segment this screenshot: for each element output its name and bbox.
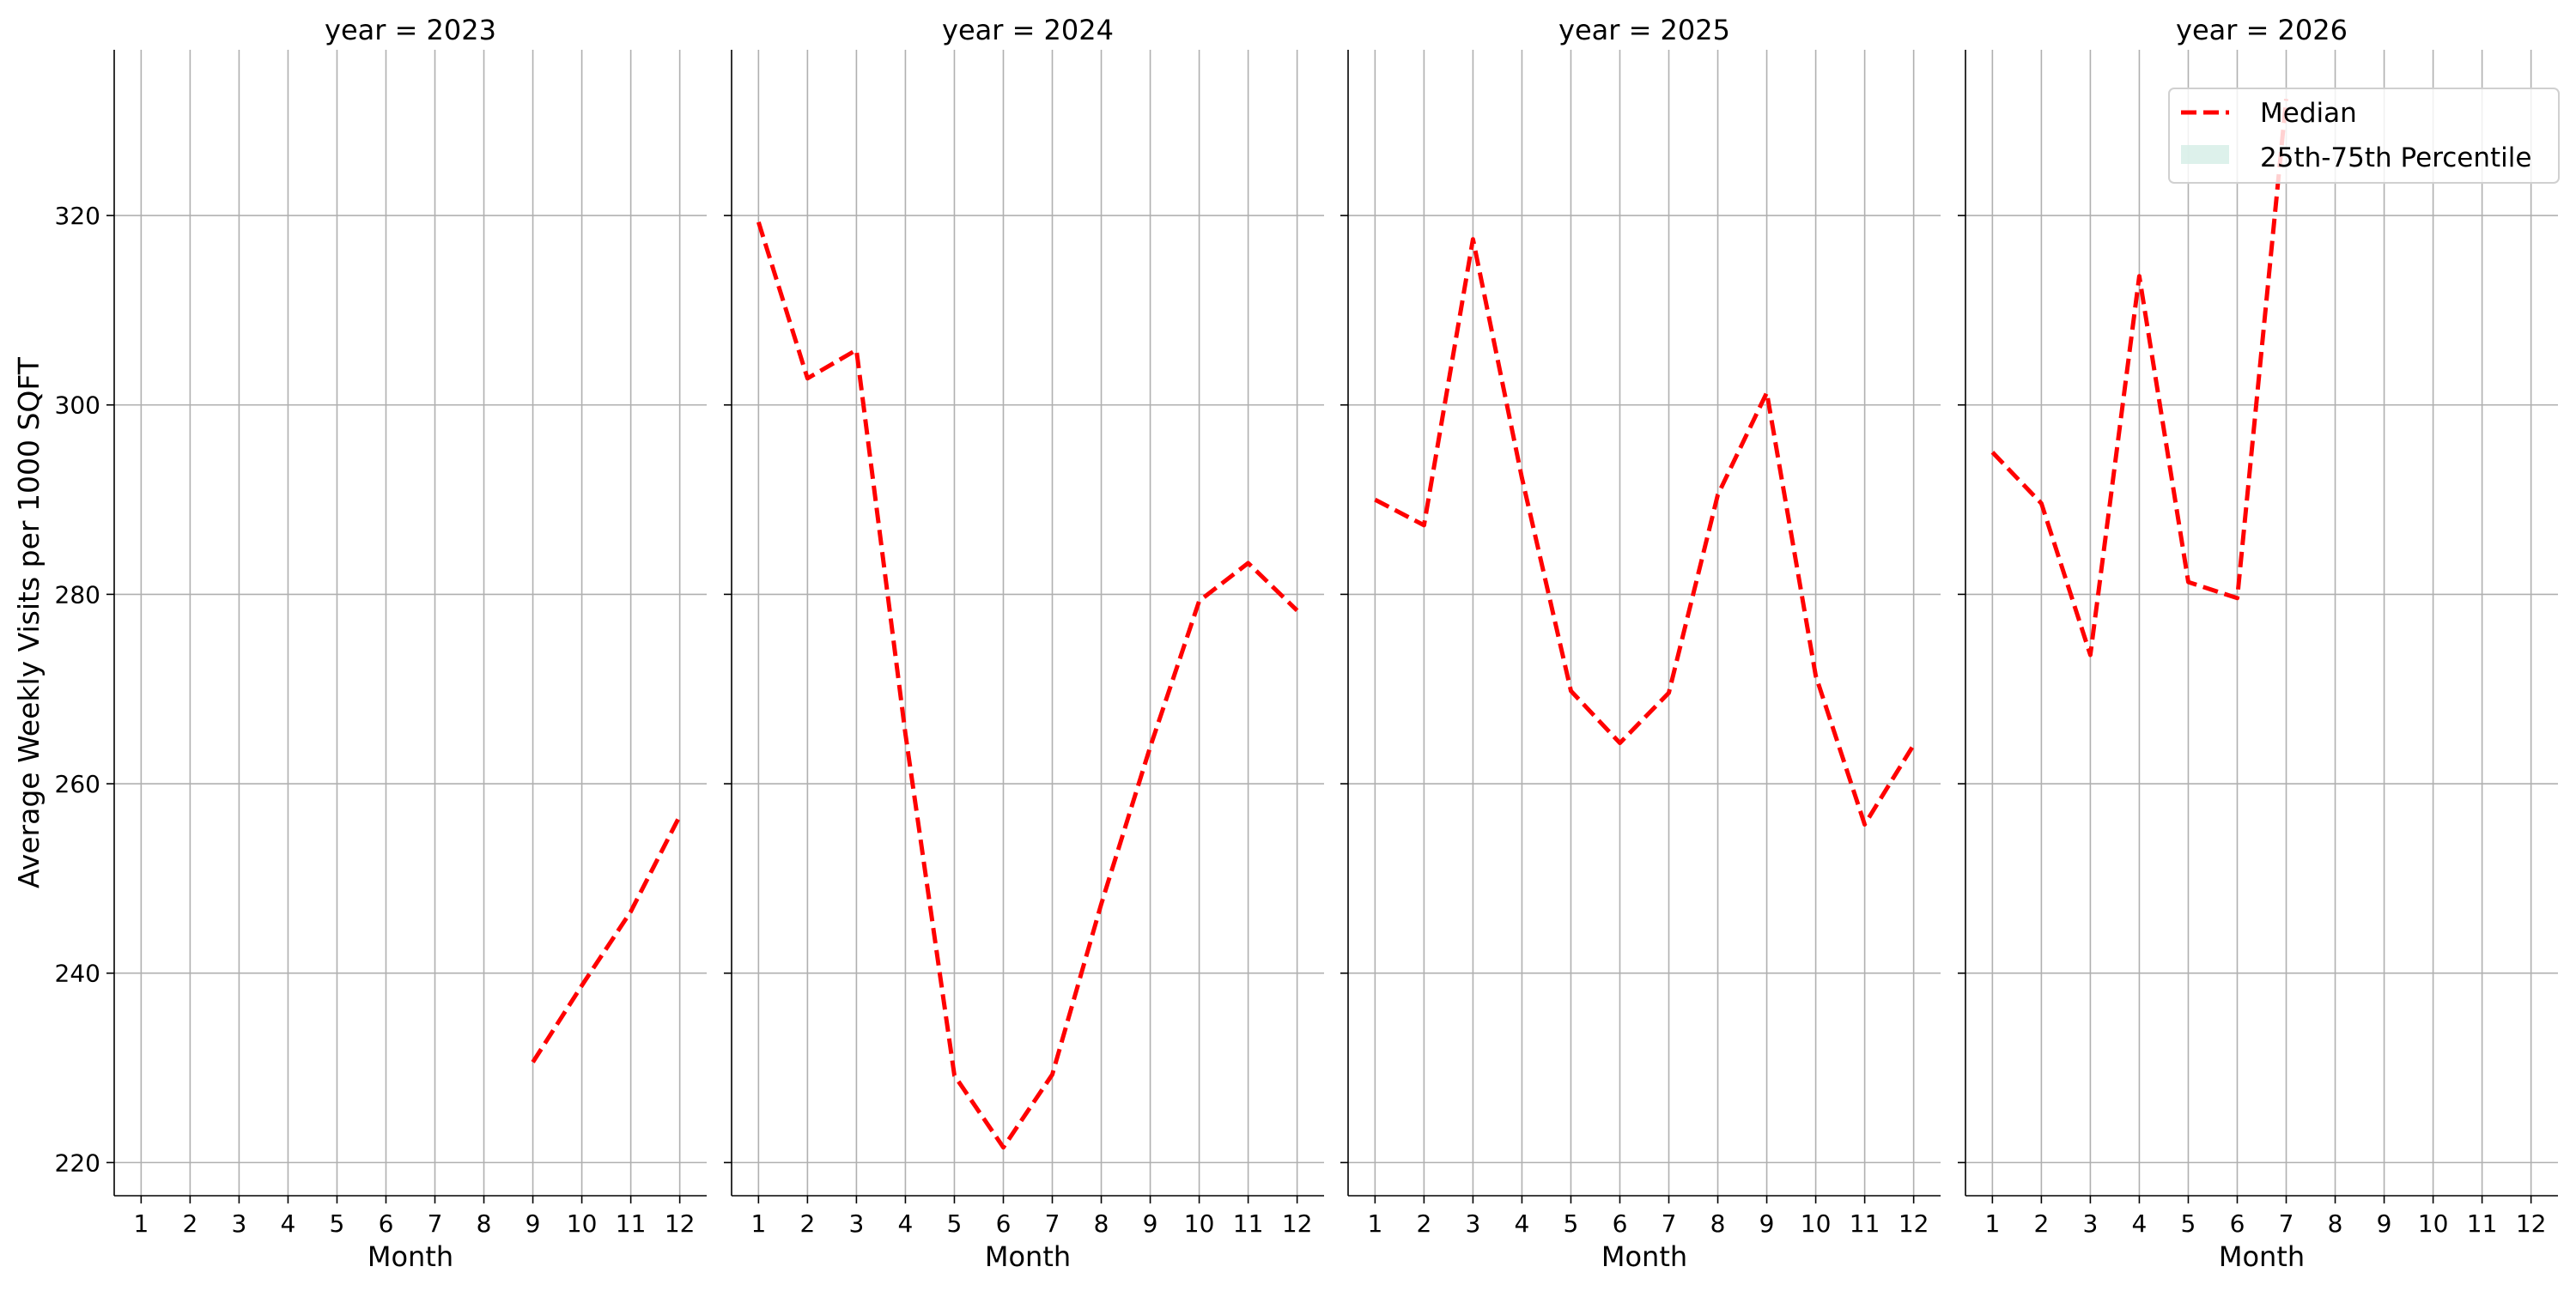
- median-line: [1374, 237, 1916, 827]
- x-tick-label: 11: [2467, 1209, 2498, 1238]
- y-tick-label: 240: [55, 960, 100, 988]
- x-tick-label: 5: [947, 1209, 963, 1238]
- x-tick-label: 3: [848, 1209, 864, 1238]
- x-tick-label: 6: [1613, 1209, 1628, 1238]
- x-tick-label: 9: [1759, 1209, 1775, 1238]
- x-tick-label: 4: [2132, 1209, 2148, 1238]
- x-tick-label: 6: [996, 1209, 1012, 1238]
- x-tick-label: 1: [133, 1209, 149, 1238]
- median-line: [531, 815, 682, 1064]
- y-tick-label: 300: [55, 391, 100, 420]
- x-tick-label: 2: [799, 1209, 815, 1238]
- x-tick-label: 5: [1564, 1209, 1579, 1238]
- median-line: [756, 221, 1299, 1150]
- x-tick-label: 10: [567, 1209, 598, 1238]
- x-tick-label: 9: [2377, 1209, 2392, 1238]
- x-tick-label: 12: [1282, 1209, 1313, 1238]
- legend-box: [2168, 88, 2560, 184]
- x-tick-label: 12: [665, 1209, 696, 1238]
- x-tick-label: 7: [1045, 1209, 1060, 1238]
- panel-title: year = 2025: [1558, 14, 1730, 46]
- y-axis-label: Average Weekly Visits per 1000 SQFT: [12, 356, 46, 888]
- x-tick-label: 8: [477, 1209, 492, 1238]
- x-tick-label: 5: [2181, 1209, 2196, 1238]
- x-tick-label: 11: [616, 1209, 647, 1238]
- x-tick-label: 10: [1801, 1209, 1832, 1238]
- x-tick-label: 6: [379, 1209, 394, 1238]
- x-tick-label: 8: [1094, 1209, 1109, 1238]
- x-tick-label: 1: [1367, 1209, 1382, 1238]
- x-tick-label: 3: [1465, 1209, 1480, 1238]
- panel-title: year = 2024: [942, 14, 1114, 46]
- x-tick-label: 11: [1233, 1209, 1264, 1238]
- x-axis-label: Month: [368, 1240, 453, 1273]
- x-tick-label: 10: [1184, 1209, 1215, 1238]
- x-tick-label: 6: [2230, 1209, 2245, 1238]
- x-tick-label: 1: [1984, 1209, 2000, 1238]
- x-tick-label: 4: [1515, 1209, 1530, 1238]
- x-tick-label: 11: [1850, 1209, 1880, 1238]
- panel-title: year = 2023: [325, 14, 496, 46]
- x-tick-label: 3: [231, 1209, 246, 1238]
- x-axis-label: Month: [2219, 1240, 2305, 1273]
- x-axis-label: Month: [985, 1240, 1071, 1273]
- x-tick-label: 2: [182, 1209, 197, 1238]
- x-axis-label: Month: [1601, 1240, 1687, 1273]
- x-tick-label: 8: [2328, 1209, 2343, 1238]
- x-tick-label: 4: [898, 1209, 914, 1238]
- x-tick-label: 7: [1662, 1209, 1677, 1238]
- x-tick-label: 1: [750, 1209, 766, 1238]
- y-tick-label: 260: [55, 770, 100, 798]
- x-tick-label: 12: [2516, 1209, 2547, 1238]
- legend-percentile-swatch: [2181, 145, 2229, 164]
- y-tick-label: 220: [55, 1149, 100, 1177]
- legend-median-label: Median: [2260, 98, 2357, 129]
- x-tick-label: 4: [281, 1209, 296, 1238]
- x-tick-label: 10: [2418, 1209, 2449, 1238]
- x-tick-label: 12: [1899, 1209, 1929, 1238]
- x-tick-label: 9: [1143, 1209, 1158, 1238]
- x-tick-label: 9: [526, 1209, 541, 1238]
- y-tick-label: 280: [55, 580, 100, 609]
- x-tick-label: 5: [330, 1209, 345, 1238]
- median-line: [1990, 99, 2288, 658]
- x-tick-label: 2: [1416, 1209, 1431, 1238]
- panel-title: year = 2026: [2176, 14, 2348, 46]
- x-tick-label: 2: [2033, 1209, 2049, 1238]
- x-tick-label: 3: [2082, 1209, 2098, 1238]
- y-tick-label: 320: [55, 202, 100, 230]
- x-tick-label: 7: [428, 1209, 443, 1238]
- legend-percentile-label: 25th-75th Percentile: [2260, 142, 2531, 173]
- x-tick-label: 7: [2279, 1209, 2294, 1238]
- legend: Median 25th-75th Percentile: [2168, 88, 2560, 184]
- x-tick-label: 8: [1710, 1209, 1726, 1238]
